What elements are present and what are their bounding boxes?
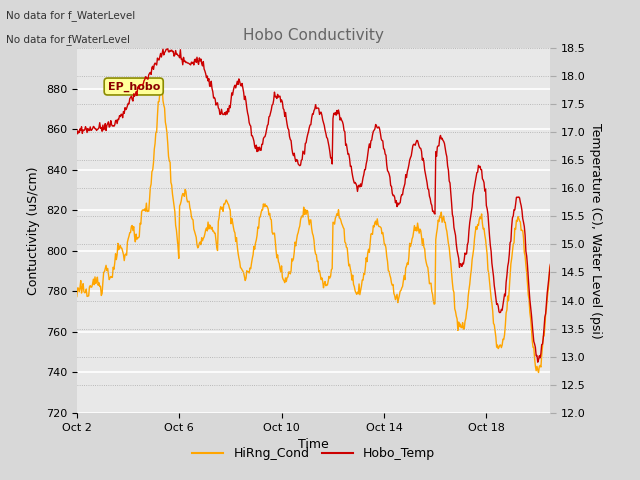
Hobo_Temp <box>73 127 81 132</box>
Hobo_Temp <box>157 50 164 56</box>
Hobo_Temp <box>430 210 438 216</box>
Hobo_Temp <box>195 55 203 61</box>
Y-axis label: Contuctivity (uS/cm): Contuctivity (uS/cm) <box>28 166 40 295</box>
HiRng_Cond <box>288 256 296 262</box>
Legend: HiRng_Cond, Hobo_Temp: HiRng_Cond, Hobo_Temp <box>187 442 440 465</box>
HiRng_Cond <box>430 301 438 307</box>
HiRng_Cond <box>353 291 360 297</box>
HiRng_Cond <box>390 290 397 296</box>
Text: No data for f̲WaterLevel: No data for f̲WaterLevel <box>6 34 131 45</box>
HiRng_Cond <box>157 83 165 88</box>
Hobo_Temp <box>164 46 172 52</box>
HiRng_Cond <box>157 82 164 88</box>
Line: Hobo_Temp: Hobo_Temp <box>77 49 550 362</box>
HiRng_Cond <box>195 240 203 246</box>
HiRng_Cond <box>547 263 554 268</box>
HiRng_Cond <box>534 370 542 375</box>
Hobo_Temp <box>353 183 360 189</box>
Hobo_Temp <box>390 192 397 198</box>
Hobo_Temp <box>534 360 541 365</box>
Hobo_Temp <box>288 145 296 151</box>
X-axis label: Time: Time <box>298 438 329 451</box>
Hobo_Temp <box>547 262 554 267</box>
Line: HiRng_Cond: HiRng_Cond <box>77 85 550 372</box>
Y-axis label: Temperature (C), Water Level (psi): Temperature (C), Water Level (psi) <box>589 122 602 338</box>
Text: No data for f_WaterLevel: No data for f_WaterLevel <box>6 10 136 21</box>
Text: EP_hobo: EP_hobo <box>108 82 160 92</box>
Title: Hobo Conductivity: Hobo Conductivity <box>243 28 384 43</box>
HiRng_Cond <box>73 294 81 300</box>
